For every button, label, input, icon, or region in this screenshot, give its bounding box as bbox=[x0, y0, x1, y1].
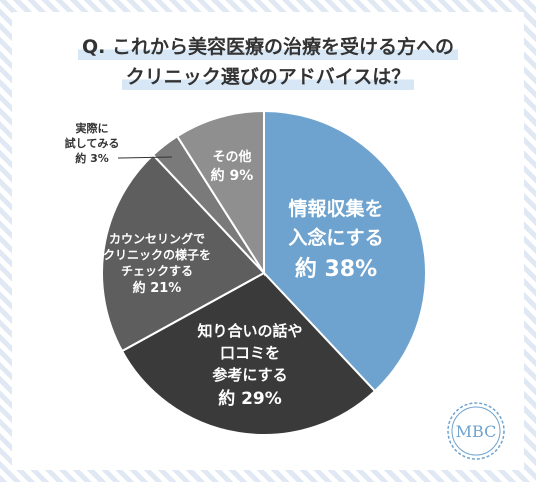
leader-line-4 bbox=[117, 156, 173, 159]
pie-slice-5 bbox=[175, 109, 265, 277]
slice-label-1: 情報収集を入念にする約 38% bbox=[288, 197, 383, 282]
slice-percent-1: 約 38% bbox=[295, 256, 377, 282]
pie-slice-1 bbox=[263, 109, 427, 393]
slice-label-4: 実際に試してみる約 3% bbox=[65, 121, 120, 165]
chart-title-line-2: クリニック選びのアドバイスは？ bbox=[0, 64, 536, 90]
pie-slice-3 bbox=[101, 153, 266, 353]
mbc-logo: MBC bbox=[446, 401, 506, 461]
slice-percent-4: 約 3% bbox=[75, 151, 109, 165]
slice-percent-5: 約 9% bbox=[211, 167, 254, 184]
slice-label-2: 知り合いの話や口コミを参考にする約 29% bbox=[197, 322, 302, 409]
slice-label-3: カウンセリングでクリニックの様子をチェックする約 21% bbox=[103, 231, 211, 296]
slice-percent-3: 約 21% bbox=[133, 280, 182, 296]
slice-percent-2: 約 29% bbox=[218, 388, 282, 409]
slice-label-5: その他約 9% bbox=[211, 149, 254, 184]
pie-slice-2 bbox=[120, 271, 377, 436]
mbc-logo-text: MBC bbox=[456, 422, 497, 441]
chart-title-line-1: Q. これから美容医療の治療を受ける方への bbox=[0, 34, 536, 60]
